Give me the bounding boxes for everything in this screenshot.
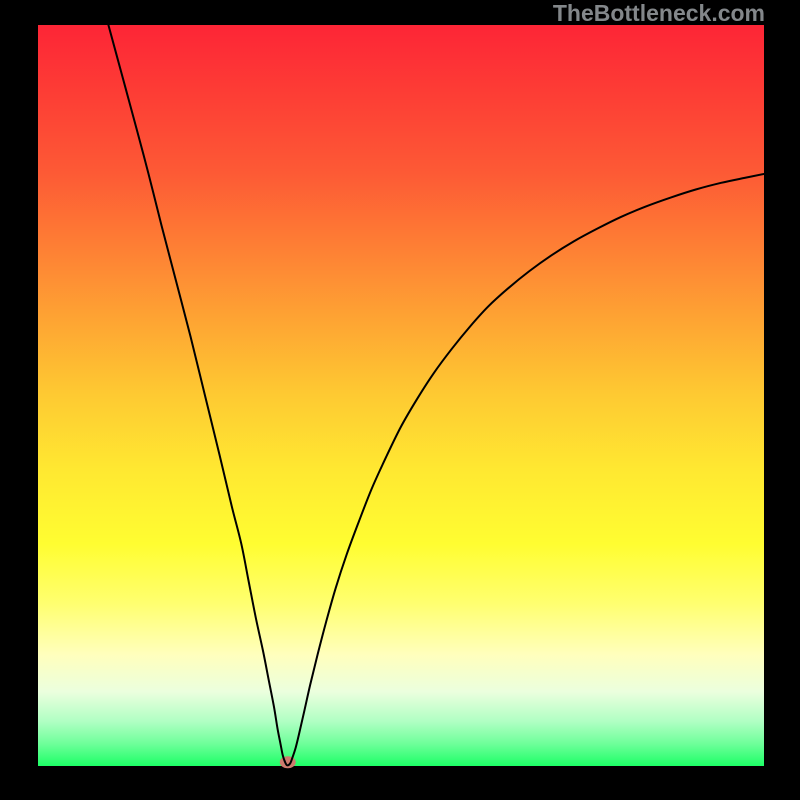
bottleneck-chart [0, 0, 800, 800]
optimal-point-marker [280, 756, 296, 768]
watermark-text: TheBottleneck.com [553, 0, 765, 27]
plot-area [38, 25, 764, 766]
